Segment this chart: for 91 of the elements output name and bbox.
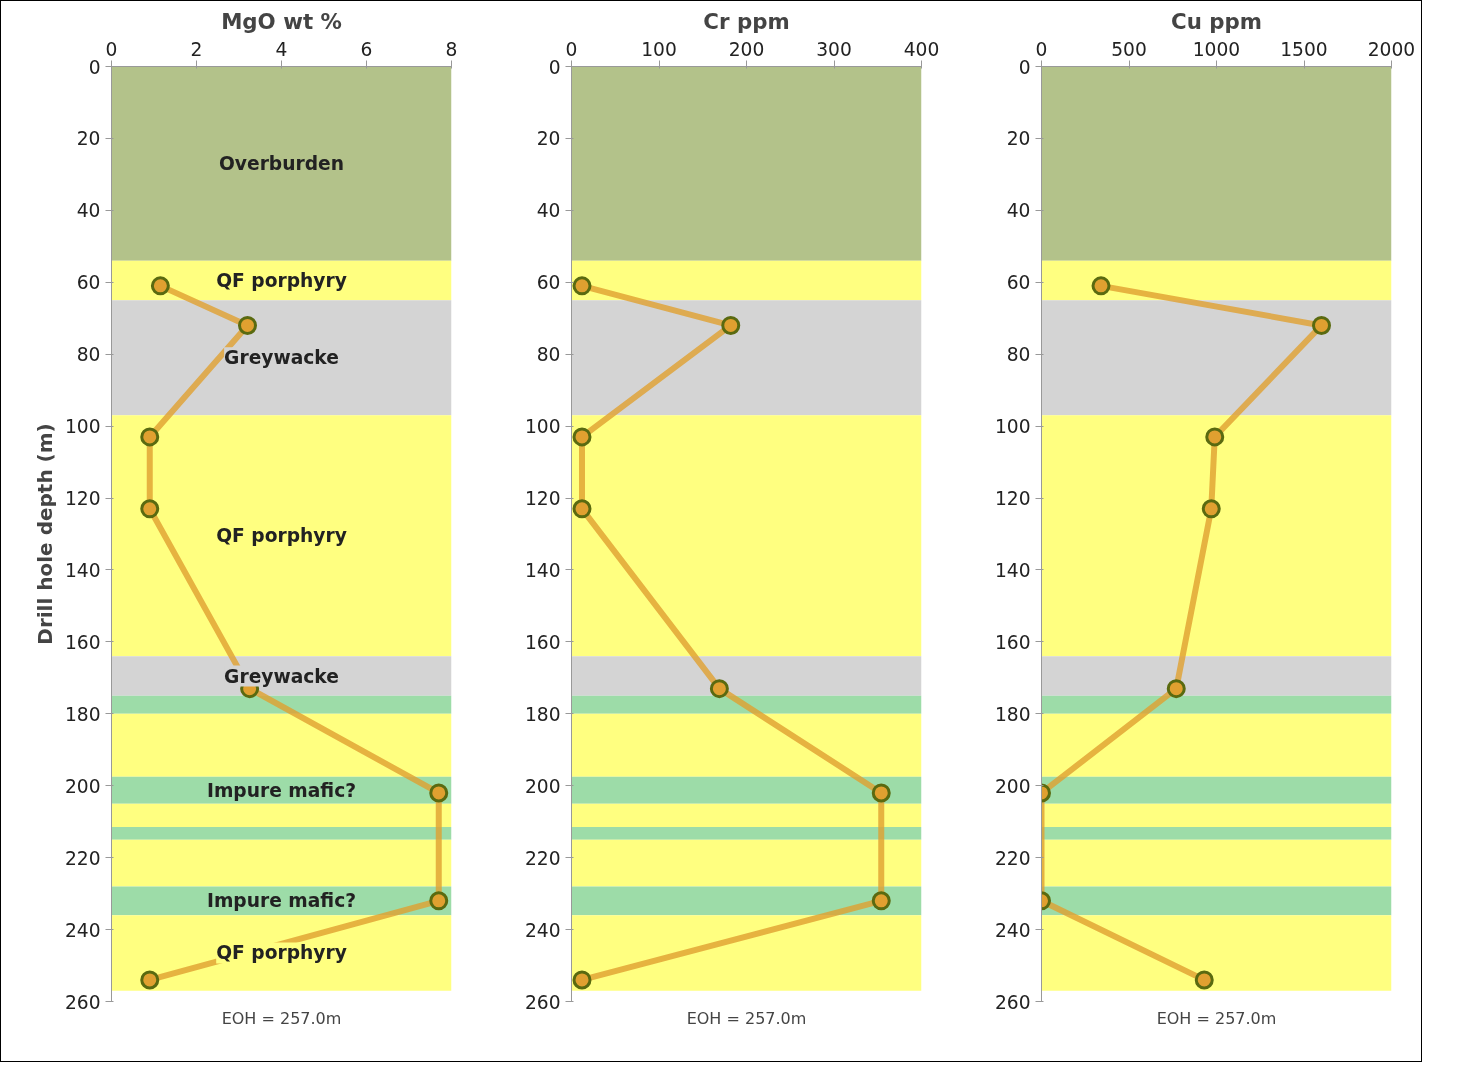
band-label: Overburden [219,153,345,175]
point [238,315,257,335]
x-tick-label: 200 [728,38,765,60]
point [572,970,592,990]
y-tick-label: 240 [64,919,101,941]
y-tick-label: 200 [524,775,561,797]
x-tick-label: 6 [360,38,373,60]
y-tick-label: 100 [994,416,1031,438]
y-axis-title: Drill hole depth (m) [32,423,57,645]
y-tick-label: 120 [64,488,101,510]
y-tick-label: 260 [994,991,1031,1013]
y-tick-label: 200 [64,775,101,797]
x-tick-label: 8 [445,38,458,60]
point [150,276,170,296]
y-tick-label: 240 [994,919,1031,941]
y-tick-label: 220 [64,847,101,869]
y-tick-label: 40 [76,200,101,222]
band-label: QF porphyry [216,525,347,547]
band-label: Impure mafic? [206,890,357,912]
y-tick-label: 180 [524,703,561,725]
y-tick-label: 0 [88,56,101,78]
y-tick-label: 60 [536,272,561,294]
y-tick-label: 180 [64,703,101,725]
y-tick-label: 0 [548,56,561,78]
x-tick-label: 2000 [1367,38,1416,60]
y-tick-label: 140 [64,559,101,581]
band-label: Greywacke [224,665,339,687]
y-tick-label: 40 [536,200,561,222]
y-tick-label: 80 [1006,344,1031,366]
point [572,427,592,447]
chart-title: Cu ppm [1170,8,1263,34]
y-tick-label: 260 [524,991,561,1013]
y-tick-label: 220 [524,847,561,869]
y-tick-label: 140 [994,559,1031,581]
y-tick-label: 120 [524,488,561,510]
y-tick-label: 140 [524,559,561,581]
point [140,427,160,447]
point [140,499,160,519]
y-tick-label: 60 [76,272,101,294]
text: EOH = 257.0m [686,1008,807,1028]
x-tick-label: 400 [903,38,940,60]
y-tick-label: 160 [994,631,1031,653]
point [140,970,160,990]
y-tick-label: 0 [1018,56,1031,78]
x-tick-label: 2 [190,38,203,60]
point [871,783,891,803]
y-tick-label: 160 [524,631,561,653]
y-tick-label: 100 [64,416,101,438]
point [721,315,741,335]
point [572,276,592,296]
point [871,891,891,911]
point [1205,427,1225,447]
y-tick-label: 60 [1006,272,1031,294]
point [1194,970,1214,990]
chart-title: Cr ppm [703,8,790,34]
x-tick-label: 300 [816,38,852,60]
point [1201,499,1221,519]
y-tick-label: 20 [536,128,561,150]
x-tick-label: 100 [641,38,677,60]
point [1166,679,1186,699]
band-label: Greywacke [224,347,339,369]
band-label: QF porphyry [216,942,347,964]
point [572,499,592,519]
text: EOH = 257.0m [1156,1008,1277,1028]
x-tick-label: 0 [565,38,578,60]
x-tick-label: 1500 [1280,38,1328,60]
y-tick-label: 180 [994,703,1031,725]
y-tick-label: 80 [536,344,561,366]
y-tick-label: 200 [994,775,1031,797]
y-tick-label: 20 [76,128,101,150]
y-tick-label: 80 [76,344,101,366]
band-label: QF porphyry [216,269,347,291]
x-tick-label: 0 [105,38,118,60]
x-tick-label: 1000 [1192,38,1241,60]
y-tick-label: 40 [1006,200,1031,222]
y-tick-label: 120 [994,488,1031,510]
x-tick-label: 4 [275,38,288,60]
point [429,783,449,803]
y-tick-label: 220 [994,847,1031,869]
y-tick-label: 260 [64,991,101,1013]
y-tick-label: 20 [1006,128,1031,150]
point [429,891,449,911]
x-tick-label: 0 [1035,38,1048,60]
y-tick-label: 100 [524,416,561,438]
text: EOH = 257.0m [221,1008,342,1028]
y-tick-label: 160 [64,631,101,653]
band-label: Impure mafic? [206,779,357,801]
x-tick-label: 500 [1111,38,1147,60]
chart-title: MgO wt % [221,8,342,34]
y-tick-label: 240 [524,919,561,941]
point [709,679,729,699]
